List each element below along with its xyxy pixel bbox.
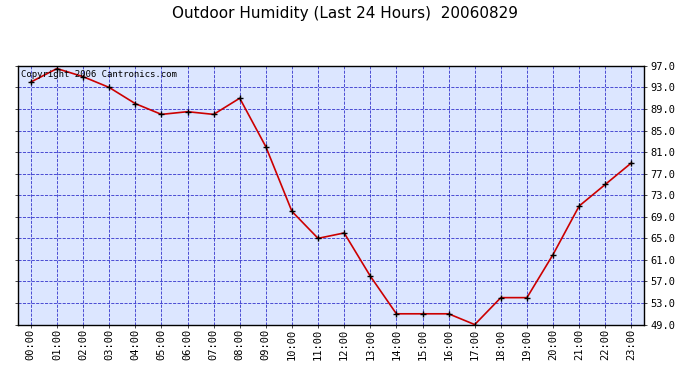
Text: Outdoor Humidity (Last 24 Hours)  20060829: Outdoor Humidity (Last 24 Hours) 2006082… — [172, 6, 518, 21]
Text: Copyright 2006 Cantronics.com: Copyright 2006 Cantronics.com — [21, 70, 177, 79]
